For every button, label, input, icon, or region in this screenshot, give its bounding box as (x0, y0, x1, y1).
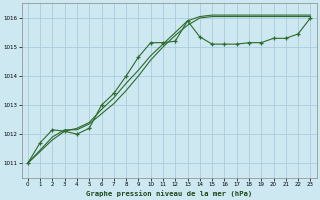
X-axis label: Graphe pression niveau de la mer (hPa): Graphe pression niveau de la mer (hPa) (86, 190, 252, 197)
